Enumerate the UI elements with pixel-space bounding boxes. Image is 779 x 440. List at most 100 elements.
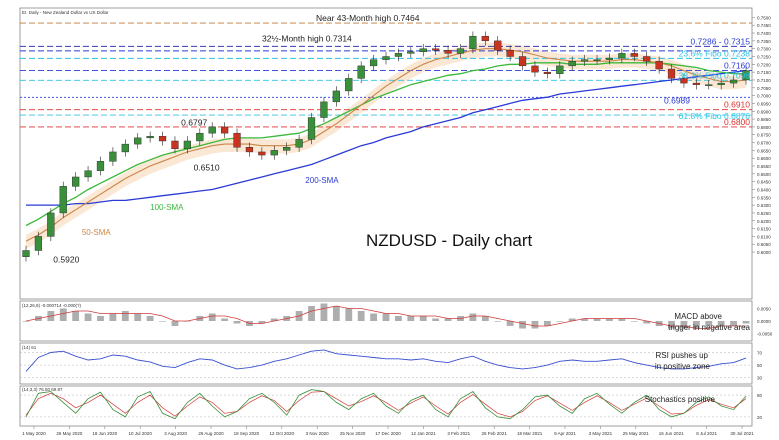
macd-bar <box>395 316 402 321</box>
candle-body <box>556 65 564 74</box>
macd-bar <box>705 321 713 326</box>
candle-body <box>196 132 204 142</box>
stoch-k-line <box>25 389 747 420</box>
price-annotation: 0.6797 <box>181 117 207 127</box>
macd-bar <box>618 318 626 321</box>
macd-bar <box>730 321 737 326</box>
macd-bar <box>543 321 551 326</box>
candle-body <box>717 82 725 85</box>
candle-body <box>134 137 142 145</box>
level-label: Near 43-Month high 0.7464 <box>316 13 420 23</box>
level-label: 61.8% Fibo 0.6876 <box>679 111 751 121</box>
macd-bar <box>159 321 166 322</box>
rsi-y-tick-label: 30 <box>757 376 763 381</box>
candle-body <box>221 126 229 134</box>
level-label: 32½-Month high 0.7314 <box>262 33 352 43</box>
candle-body <box>593 59 601 61</box>
candle-body <box>394 53 403 57</box>
candle-body <box>96 161 105 171</box>
x-tick-label: 12 Jan 2021 <box>411 431 436 436</box>
price-y-tick-label: 0.6000 <box>757 250 771 255</box>
candle-body <box>630 53 638 57</box>
macd-bar <box>556 321 564 322</box>
price-y-tick-label: 0.7050 <box>757 86 771 91</box>
price-y-tick-label: 0.6100 <box>757 234 771 239</box>
sma-label: 200-SMA <box>305 176 339 185</box>
candle-body <box>245 147 254 153</box>
sma50-line <box>25 48 747 242</box>
price-y-tick-label: 0.6700 <box>757 141 771 146</box>
x-tick-label: 3 Feb 2021 <box>447 431 470 436</box>
macd-bar <box>531 321 539 329</box>
price-y-tick-label: 0.7500 <box>757 15 771 20</box>
candle-body <box>158 136 167 142</box>
macd-bar <box>72 311 80 321</box>
candle-body <box>295 139 303 148</box>
candle-body <box>531 65 539 73</box>
candle-body <box>605 57 614 60</box>
candle-body <box>543 71 551 74</box>
macd-bar <box>146 316 154 321</box>
rsi-y-tick-label: 70 <box>757 350 763 355</box>
price-panel <box>19 7 753 300</box>
candle-body <box>742 70 750 81</box>
candle-body <box>456 48 465 54</box>
price-y-tick-label: 0.7400 <box>757 31 771 36</box>
x-tick-label: 3 Nov 2020 <box>306 431 330 436</box>
rsi-panel-header: (14) 61 <box>22 345 37 350</box>
sma-label: 100-SMA <box>150 203 184 212</box>
candle-body <box>692 82 700 85</box>
price-y-tick-label: 0.7250 <box>757 55 771 60</box>
x-tick-label: 18 Sep 2020 <box>234 431 260 436</box>
candle-body <box>357 65 365 79</box>
macd-bar <box>506 321 514 326</box>
price-panel-header: EI. Daily - New Zealand Dollar vs US Dol… <box>22 10 109 15</box>
x-tick-label: 8 Jul 2021 <box>696 431 717 436</box>
candle-body <box>233 132 241 148</box>
candle-body <box>581 59 589 62</box>
candle-body <box>481 35 489 42</box>
price-y-tick-label: 0.7450 <box>757 23 771 28</box>
rsi-note-line: RSI pushes up <box>656 351 709 360</box>
stoch-d-line <box>25 391 747 418</box>
macd-bar <box>444 318 452 321</box>
macd-bar <box>581 318 589 321</box>
rsi-panel <box>19 342 753 385</box>
macd-bar <box>680 321 688 329</box>
candle-body <box>345 78 353 92</box>
price-y-tick-label: 0.6200 <box>757 219 771 224</box>
chart-title: NZDUSD - Daily chart <box>366 231 533 250</box>
candle-body <box>258 151 266 156</box>
candle-body <box>655 60 663 70</box>
price-y-tick-label: 0.6250 <box>757 211 771 216</box>
macd-bar <box>606 318 613 321</box>
price-y-tick-label: 0.6550 <box>757 164 771 169</box>
price-y-tick-label: 0.7150 <box>757 70 771 75</box>
macd-bar <box>432 318 440 321</box>
macd-bar <box>221 318 229 321</box>
price-annotation: 0.6510 <box>194 162 220 172</box>
candle-body <box>34 236 43 251</box>
price-y-tick-label: 0.6500 <box>757 172 771 177</box>
macd-bar <box>469 313 477 321</box>
macd-bar <box>370 313 377 321</box>
macd-bar <box>643 321 651 324</box>
candle-body <box>568 60 576 67</box>
x-tick-label: 3 Aug 2020 <box>164 431 187 436</box>
x-tick-label: 25 Nov 2020 <box>340 431 366 436</box>
candle-body <box>59 186 67 214</box>
price-annotation: 0.5920 <box>53 254 79 264</box>
sma-label: 50-SMA <box>82 228 112 237</box>
macd-bar <box>258 321 266 324</box>
candle-body <box>432 48 440 51</box>
macd-y-tick-label: -0.0050 <box>757 332 773 337</box>
candle-body <box>320 101 328 118</box>
candle-body <box>469 35 477 49</box>
ichimoku-cloud <box>26 42 746 249</box>
candle-body <box>705 84 713 86</box>
candle-body <box>506 50 514 57</box>
x-tick-label: 12 Oct 2020 <box>270 431 295 436</box>
candle-body <box>183 140 191 150</box>
candle-body <box>494 40 502 51</box>
x-tick-label: 9 Apr 2021 <box>554 431 576 436</box>
